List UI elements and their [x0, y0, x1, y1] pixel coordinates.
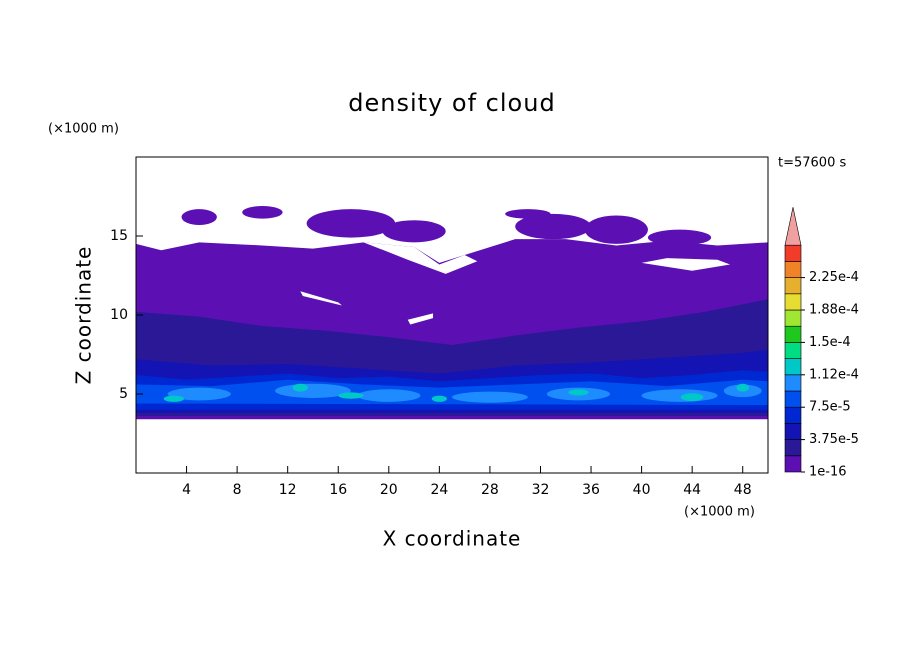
- colorbar-label: 7.5e-5: [809, 400, 851, 415]
- chart-title: density of cloud: [348, 89, 555, 117]
- x-tick-label: 24: [430, 482, 448, 498]
- contour-band: [306, 209, 396, 238]
- y-unit: (×1000 m): [48, 122, 119, 137]
- contour-band: [584, 215, 648, 244]
- contour-gap: [407, 313, 434, 325]
- colorbar-box: [784, 439, 802, 457]
- y-tick-label: 10: [110, 307, 128, 323]
- colorbar-box: [784, 325, 802, 343]
- x-tick-label: 32: [532, 482, 550, 498]
- x-tick-label: 12: [279, 482, 297, 498]
- contour-band: [357, 389, 421, 402]
- contour-band: [568, 389, 589, 396]
- colorbar-over: [784, 207, 802, 246]
- x-tick-label: 8: [233, 482, 242, 498]
- contour-band: [382, 220, 446, 243]
- colorbar-box: [784, 374, 802, 392]
- x-tick-label: 20: [380, 482, 398, 498]
- contour-band: [181, 209, 217, 225]
- x-unit: (×1000 m): [684, 505, 755, 520]
- colorbar-label: 1.5e-4: [809, 335, 851, 350]
- contour-band: [338, 392, 364, 399]
- contour-band: [167, 387, 231, 401]
- colorbar-box: [784, 244, 802, 262]
- contour-band: [242, 205, 283, 219]
- x-tick-label: 36: [582, 482, 600, 498]
- contour-band: [647, 229, 712, 246]
- colorbar-box: [784, 390, 802, 408]
- colorbar-box: [784, 406, 802, 424]
- contour-gap: [300, 291, 343, 306]
- colorbar-box: [784, 423, 802, 440]
- y-axis-title: Z coordinate: [72, 246, 96, 385]
- contour-band: [736, 383, 750, 392]
- colorbar-label: 1e-16: [809, 465, 847, 480]
- colorbar-box: [784, 358, 802, 376]
- colorbar-label: 3.75e-5: [809, 432, 859, 447]
- colorbar-box: [784, 455, 802, 473]
- contour-band: [163, 395, 185, 402]
- x-tick-label: 44: [683, 482, 701, 498]
- colorbar-box: [784, 342, 802, 359]
- contour-gap: [363, 242, 478, 274]
- colorbar-label: 1.88e-4: [809, 303, 859, 318]
- colorbar-box: [784, 309, 802, 327]
- colorbar-box: [784, 293, 802, 311]
- contour-band: [515, 213, 592, 240]
- colorbar-box: [784, 261, 802, 278]
- x-axis-title: X coordinate: [383, 527, 522, 551]
- contour-field: [136, 205, 768, 420]
- contour-band: [292, 383, 308, 392]
- x-tick-label: 40: [633, 482, 651, 498]
- contour-band: [641, 389, 718, 402]
- y-tick-label: 15: [110, 228, 128, 244]
- y-tick-label: 5: [119, 386, 128, 402]
- x-tick-label: 48: [734, 482, 752, 498]
- annotation: t=57600 s: [778, 156, 846, 171]
- x-tick-label: 4: [182, 482, 191, 498]
- contour-gap: [641, 258, 731, 271]
- x-tick-label: 28: [481, 482, 499, 498]
- x-tick-label: 16: [329, 482, 347, 498]
- colorbar-label: 1.12e-4: [809, 367, 859, 382]
- contour-band: [452, 391, 528, 403]
- colorbar-box: [784, 277, 802, 295]
- contour-band: [680, 393, 704, 402]
- colorbar-label: 2.25e-4: [809, 270, 859, 285]
- contour-band: [431, 395, 447, 402]
